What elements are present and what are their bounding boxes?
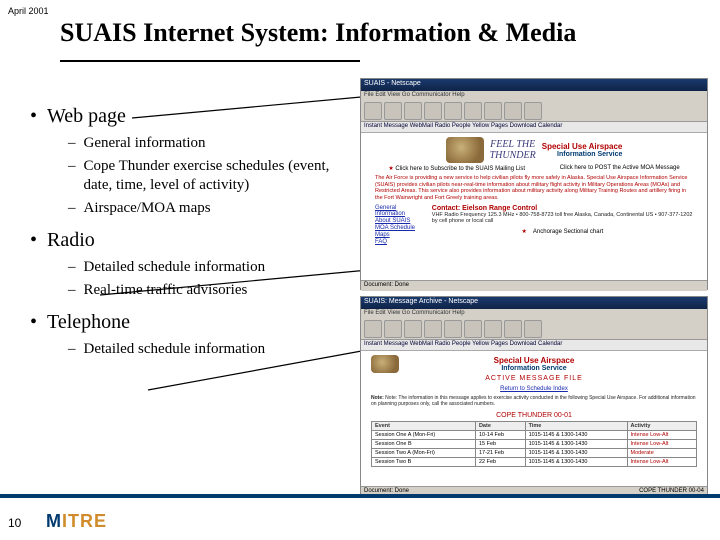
page-body: Special Use AirspaceInformation Service …	[361, 351, 707, 486]
anchorage-link[interactable]: Anchorage Sectional chart	[533, 229, 603, 235]
link-schedule[interactable]: MOA Schedule	[375, 225, 418, 231]
link-maps[interactable]: Maps	[375, 232, 418, 238]
reload-button[interactable]	[404, 320, 422, 338]
window-titlebar: SUAIS - Netscape	[361, 79, 707, 91]
guide-button[interactable]	[464, 102, 482, 120]
browser-toolbar	[361, 318, 707, 340]
bullet-radio: •Radio	[30, 229, 360, 252]
slide: April 2001 SUAIS Internet System: Inform…	[0, 0, 720, 540]
screenshot-message-archive: SUAIS: Message Archive - Netscape File E…	[360, 296, 708, 496]
page-number: 10	[8, 516, 21, 530]
table-header-row: Event Date Time Activity	[372, 421, 697, 430]
page-body: FEEL THETHUNDER Special Use AirspaceInfo…	[361, 133, 707, 280]
mitre-logo: MITRE	[46, 511, 107, 532]
stop-button[interactable]	[524, 102, 542, 120]
home-button[interactable]	[424, 102, 442, 120]
suais-logo: Special Use AirspaceInformation Service	[494, 357, 575, 372]
contact-block: Contact: Eielson Range Control VHF Radio…	[432, 205, 693, 246]
window-titlebar: SUAIS: Message Archive - Netscape	[361, 297, 707, 309]
table-row: Session One B15 Feb1015-1145 & 1300-1430…	[372, 439, 697, 448]
feel-the-thunder: FEEL THETHUNDER	[490, 139, 536, 161]
reload-button[interactable]	[404, 102, 422, 120]
title-rule	[60, 60, 360, 62]
sub-bullet: –Detailed schedule information	[68, 258, 360, 278]
link-general-info[interactable]: General Information	[375, 205, 418, 217]
back-button[interactable]	[364, 102, 382, 120]
cope-thunder-heading: COPE THUNDER 00-01	[371, 412, 697, 419]
link-about[interactable]: About SUAIS	[375, 218, 418, 224]
bullet-label: Telephone	[47, 311, 130, 334]
back-button[interactable]	[364, 320, 382, 338]
post-link[interactable]: Click here to POST the Active MOA Messag…	[560, 165, 680, 172]
suais-logo: Special Use AirspaceInformation Service	[542, 143, 623, 158]
print-button[interactable]	[484, 102, 502, 120]
guide-button[interactable]	[464, 320, 482, 338]
slide-footer: 10 MITRE	[0, 494, 720, 540]
slide-title: SUAIS Internet System: Information & Med…	[60, 18, 576, 48]
screenshot-web-page: SUAIS - Netscape File Edit View Go Commu…	[360, 78, 708, 290]
sub-bullet: –Cope Thunder exercise schedules (event,…	[68, 157, 360, 196]
window-menubar: File Edit View Go Communicator Help	[361, 91, 707, 100]
table-row: Session Two A (Mon-Fri)17-21 Feb1015-114…	[372, 448, 697, 457]
subscribe-link[interactable]: ★ Click here to Subscribe to the SUAIS M…	[388, 165, 525, 172]
bullet-label: Radio	[47, 229, 95, 252]
eagle-icon	[371, 355, 399, 373]
print-button[interactable]	[484, 320, 502, 338]
note-text: Note: Note: The information in this mess…	[371, 396, 697, 408]
nav-links: General Information About SUAIS MOA Sche…	[375, 205, 418, 246]
return-schedule-link[interactable]: Return to Schedule Index	[500, 386, 568, 392]
link-faq[interactable]: FAQ	[375, 239, 418, 245]
footer-rule	[0, 494, 720, 498]
search-button[interactable]	[444, 102, 462, 120]
security-button[interactable]	[504, 320, 522, 338]
content-bullets: •Web page –General information –Cope Thu…	[30, 105, 360, 363]
schedule-table: Event Date Time Activity Session One A (…	[371, 421, 697, 467]
stop-button[interactable]	[524, 320, 542, 338]
table-row: Session One A (Mon-Fri)10-14 Feb1015-114…	[372, 430, 697, 439]
bullet-web-page: •Web page	[30, 105, 360, 128]
bullet-label: Web page	[47, 105, 126, 128]
status-bar: Document: Done	[361, 280, 707, 291]
window-menubar: File Edit View Go Communicator Help	[361, 309, 707, 318]
browser-linkbar: Instant Message WebMail Radio People Yel…	[361, 340, 707, 351]
table-row: Session Two B22 Feb1015-1145 & 1300-1430…	[372, 457, 697, 466]
active-message-file-title: ACTIVE MESSAGE FILE	[371, 375, 697, 382]
forward-button[interactable]	[384, 320, 402, 338]
home-button[interactable]	[424, 320, 442, 338]
sub-bullet: –General information	[68, 134, 360, 154]
bullet-telephone: •Telephone	[30, 311, 360, 334]
sub-bullet: –Real-time traffic advisories	[68, 281, 360, 301]
security-button[interactable]	[504, 102, 522, 120]
sub-bullet: –Airspace/MOA maps	[68, 199, 360, 219]
sub-bullet: –Detailed schedule information	[68, 340, 360, 360]
slide-date: April 2001	[8, 6, 49, 16]
intro-blurb: The Air Force is providing a new service…	[361, 175, 707, 205]
browser-toolbar	[361, 100, 707, 122]
search-button[interactable]	[444, 320, 462, 338]
forward-button[interactable]	[384, 102, 402, 120]
browser-linkbar: Instant Message WebMail Radio People Yel…	[361, 122, 707, 133]
eagle-icon	[446, 137, 484, 163]
